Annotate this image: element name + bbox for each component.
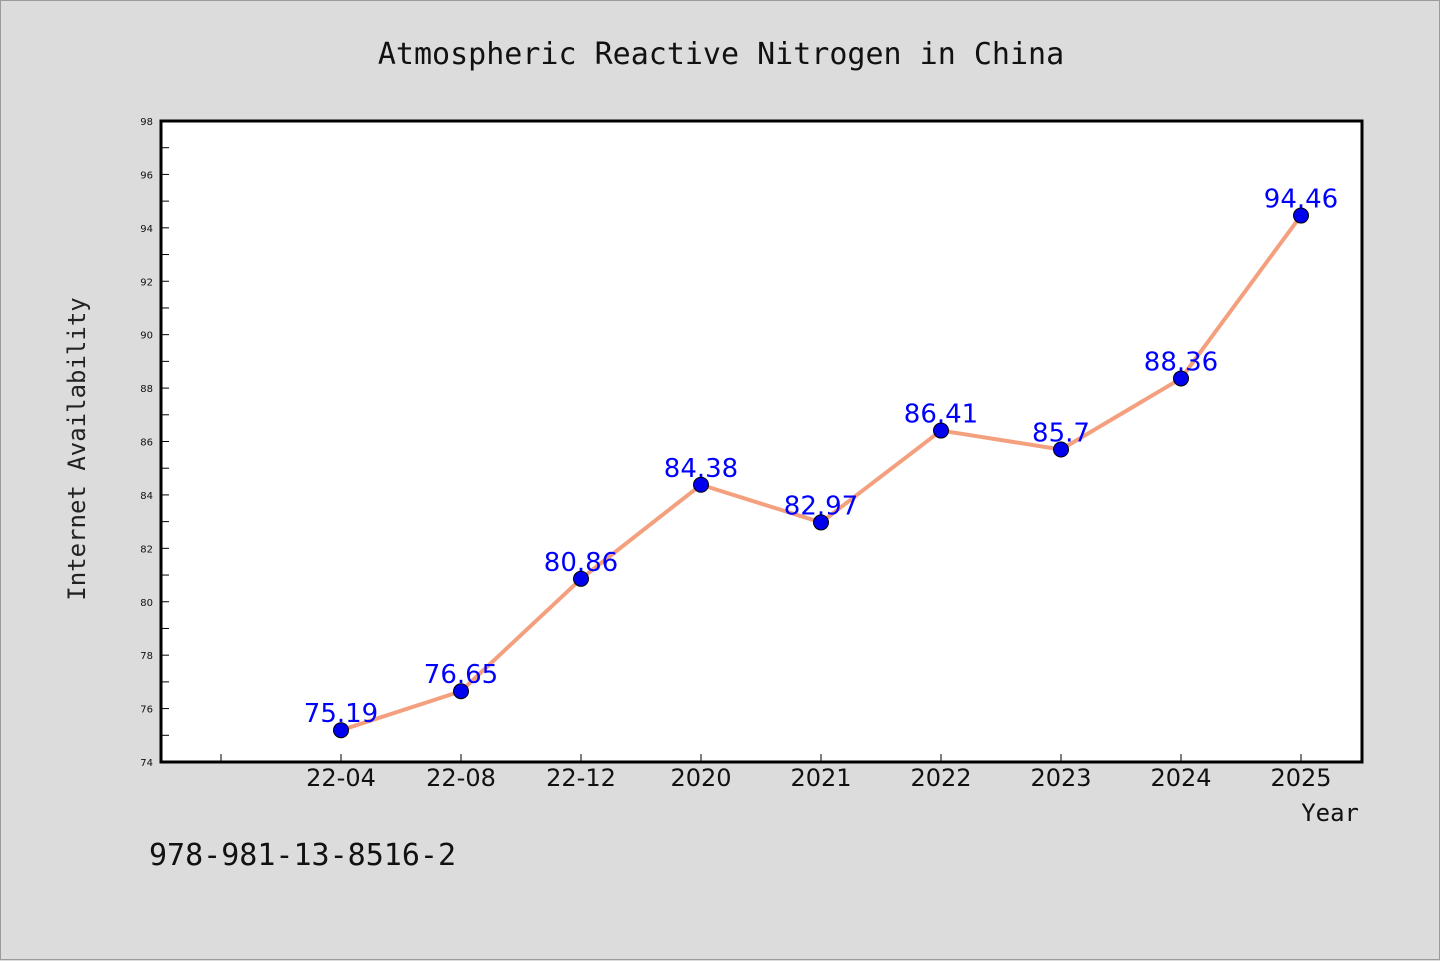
y-tick-label: 74 [140,758,153,769]
data-point [573,570,589,587]
data-label: 80.86 [544,548,618,578]
data-label: 76.65 [424,660,498,690]
y-tick-label: 86 [140,438,153,449]
footnote-isbn: 978-981-13-8516-2 [149,838,456,873]
y-tick-label: 96 [140,170,153,181]
x-axis: 22-04 22-08 22-12 2020 2021 2022 2023 2024 2025 [220,754,1332,792]
y-tick-label: 90 [140,331,153,342]
x-tick-label: 2024 [1150,764,1211,792]
y-tick-label: 92 [140,277,153,288]
data-point [813,514,829,531]
y-tick-label: 98 [140,117,153,128]
x-tick-label: 22-12 [546,764,616,792]
data-point [333,722,349,739]
data-label: 94.46 [1264,185,1338,215]
data-label: 82.97 [784,491,858,521]
data-point [1053,441,1069,458]
y-tick-label: 76 [140,705,153,716]
chart-title: Atmospheric Reactive Nitrogen in China [378,37,1064,72]
x-tick-label: 2025 [1270,764,1331,792]
x-tick-label: 2022 [910,764,971,792]
y-tick-label: 80 [140,598,153,609]
y-tick-label: 82 [140,544,153,555]
y-axis-label: Internet Availability [63,297,91,600]
y-axis: 74 76 78 80 82 84 86 88 90 92 94 96 98 [140,117,169,769]
series-layer: 75.19 76.65 80.86 84.38 82.97 86.41 85.7 88.36 9… [304,185,1338,739]
data-point [453,683,469,700]
data-point [1293,207,1309,224]
y-tick-label: 88 [140,384,153,395]
data-label: 86.41 [904,400,978,430]
data-label: 85.7 [1032,419,1090,449]
x-tick-label: 2021 [790,764,851,792]
data-label: 88.36 [1144,347,1218,377]
y-tick-label: 94 [140,224,153,235]
data-label: 75.19 [304,699,378,729]
x-tick-label: 2023 [1030,764,1091,792]
data-point [933,422,949,439]
plot-area [159,119,1364,764]
x-tick-label: 2020 [670,764,731,792]
data-point [1173,370,1189,387]
y-tick-label: 78 [140,651,153,662]
y-tick-label: 84 [140,491,153,502]
x-tick-label: 22-08 [426,764,496,792]
data-label: 84.38 [664,454,738,484]
data-point [693,476,709,493]
x-tick-label: 22-04 [306,764,376,792]
x-axis-label: Year [1301,799,1359,827]
